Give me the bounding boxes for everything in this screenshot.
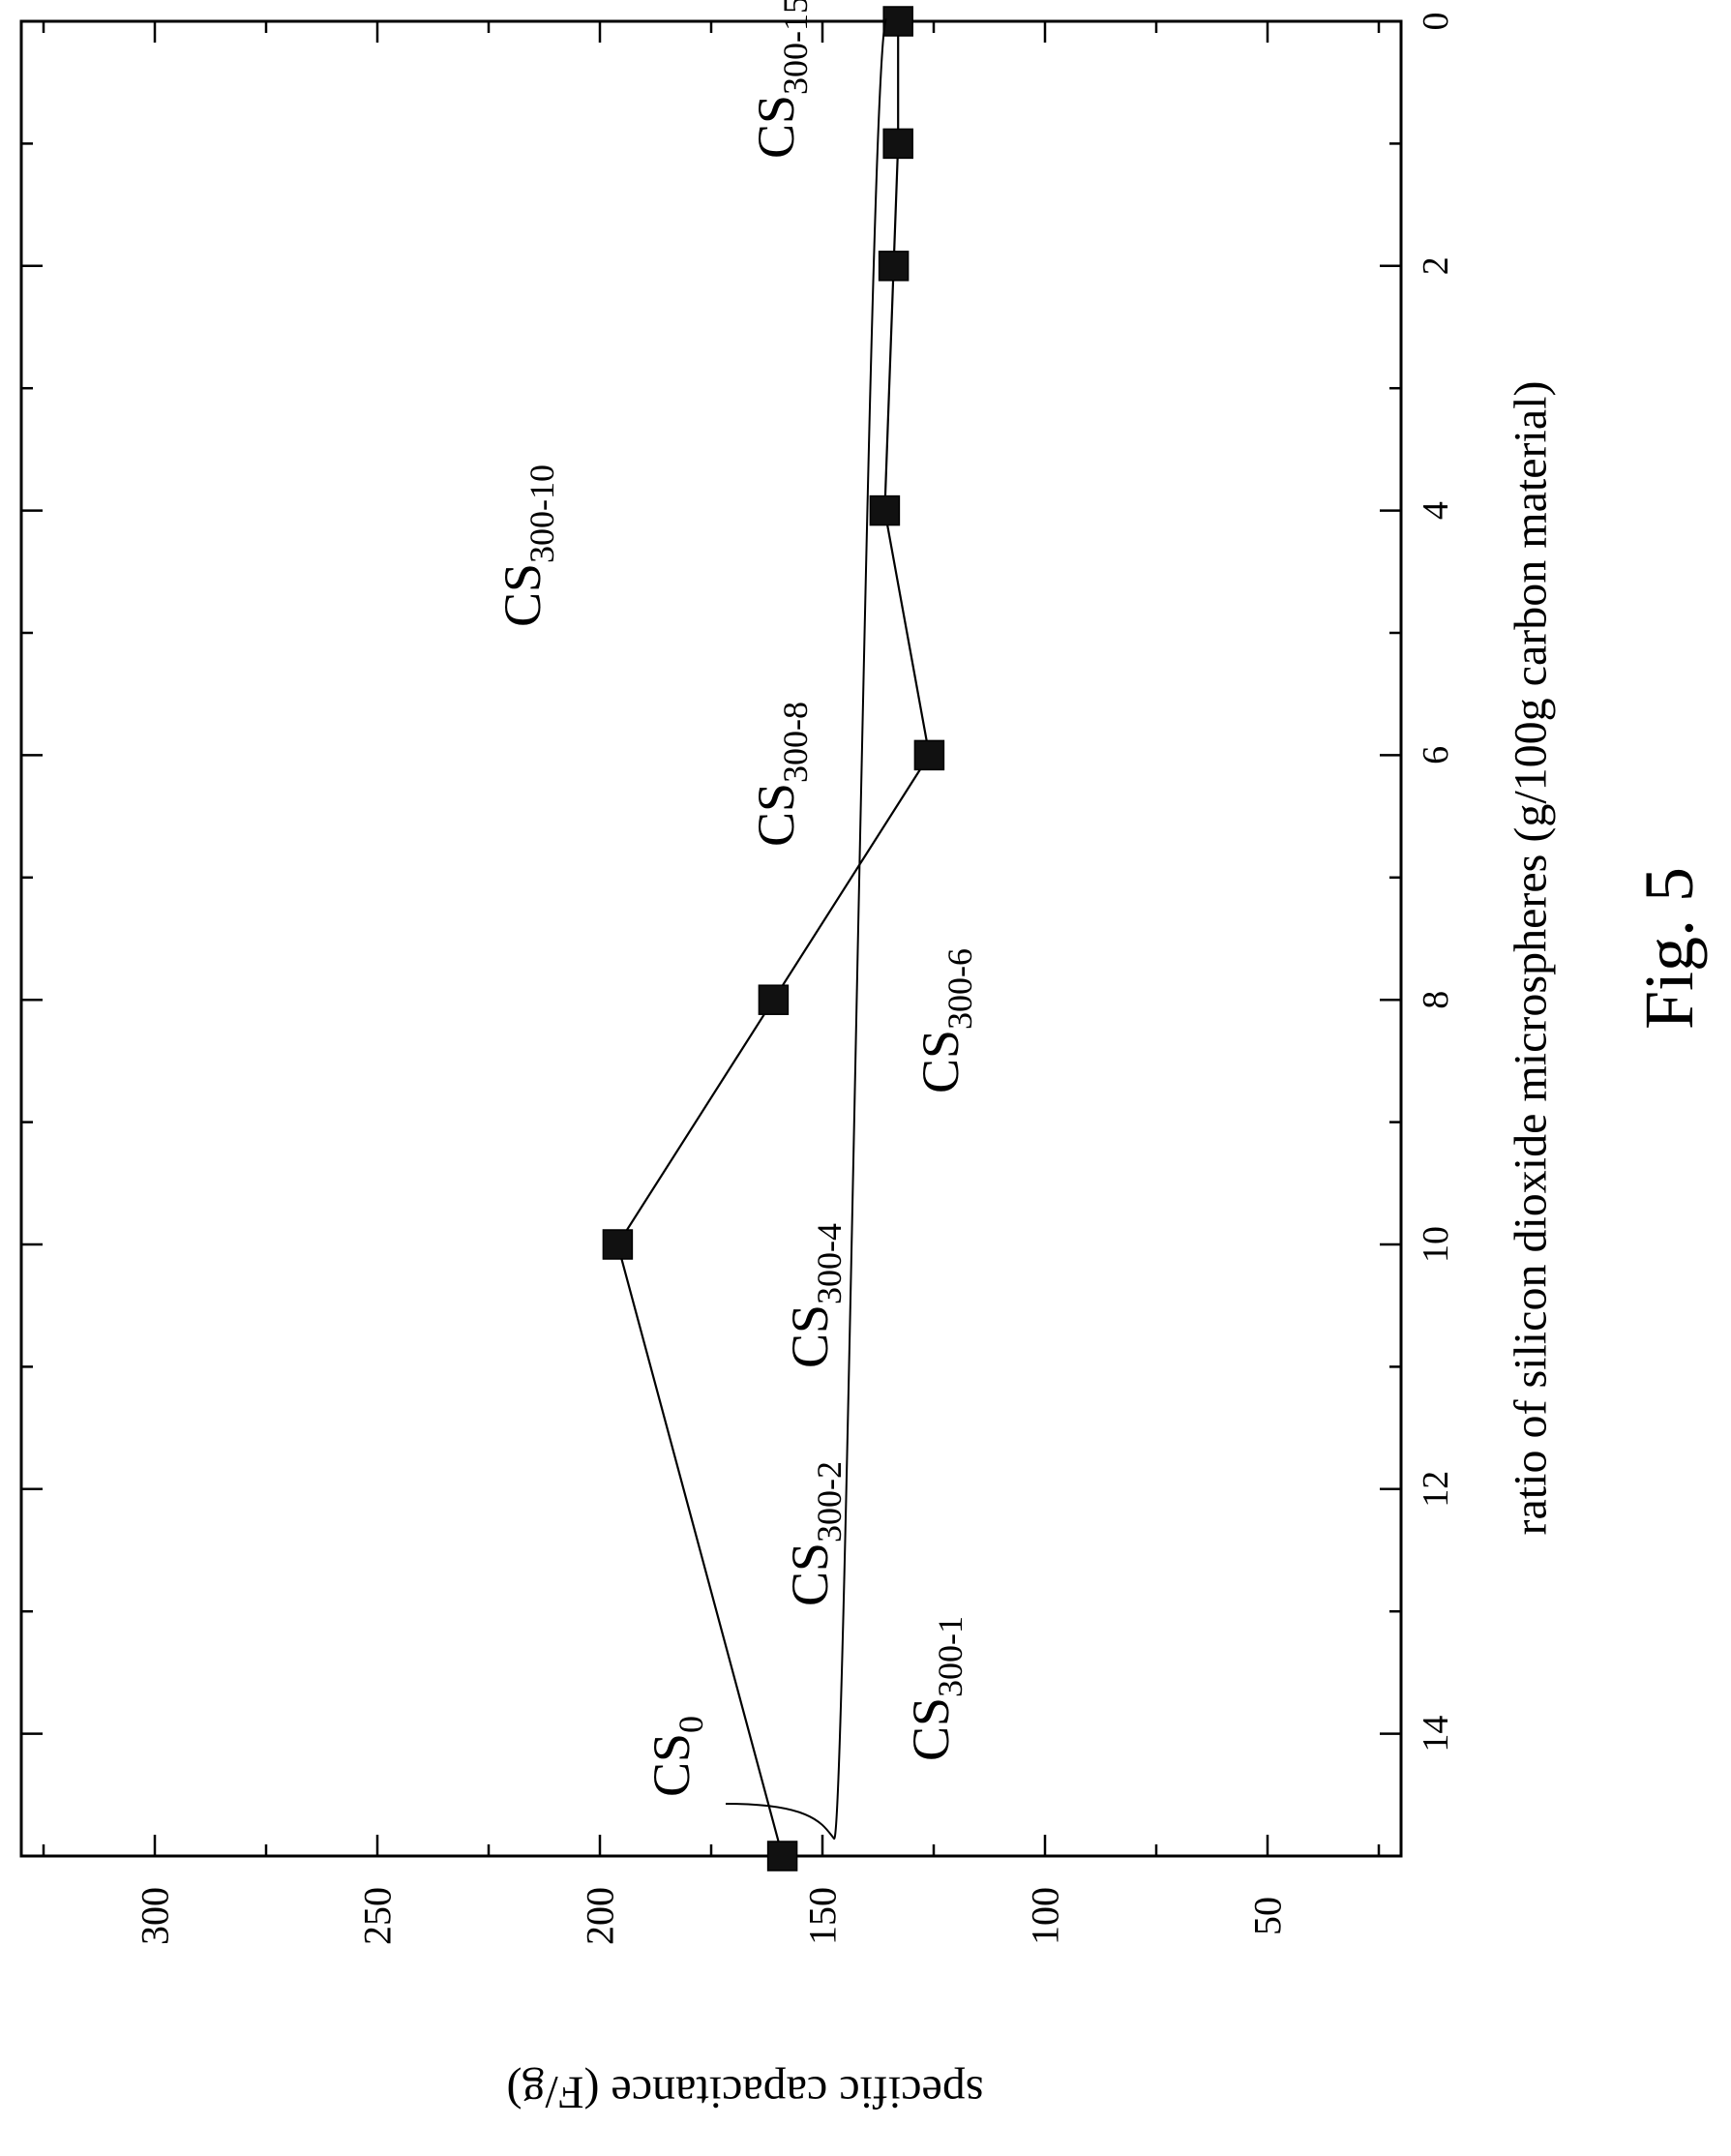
point-label-subscript: 0 xyxy=(672,1716,710,1733)
point-label: CS300-4 xyxy=(781,1223,849,1368)
data-point xyxy=(882,128,913,160)
point-label-subscript: 300-4 xyxy=(810,1223,849,1304)
cs0-leader-line xyxy=(725,17,888,1841)
plot-frame xyxy=(19,19,1403,1858)
x-tick-label: 4 xyxy=(1416,501,1456,520)
x-tick-label: 6 xyxy=(1416,746,1456,764)
point-label-base: CS xyxy=(747,95,805,159)
y-tick-label: 250 xyxy=(356,1887,400,1945)
y-tick-label: 100 xyxy=(1024,1887,1067,1945)
x-tick-label: 2 xyxy=(1416,256,1456,275)
point-label-base: CS xyxy=(642,1733,701,1797)
point-label-subscript: 300-6 xyxy=(940,948,979,1030)
point-label-base: CS xyxy=(781,1542,839,1606)
point-label: CS300-15 xyxy=(747,0,815,159)
y-tick-label: 300 xyxy=(134,1887,177,1945)
data-point xyxy=(758,984,790,1015)
x-axis-title: ratio of silicon dioxide microspheres (g… xyxy=(1506,381,1557,1536)
point-label: CS300-1 xyxy=(902,1616,970,1761)
point-label-base: CS xyxy=(747,783,805,847)
y-tick-label: 50 xyxy=(1246,1897,1290,1935)
point-label: CS0 xyxy=(642,1716,710,1797)
x-tick-label: 0 xyxy=(1416,13,1456,31)
data-point xyxy=(602,1229,634,1260)
x-tick-label: 8 xyxy=(1416,991,1456,1009)
point-label-subscript: 300-10 xyxy=(522,464,561,563)
point-label: CS300-10 xyxy=(493,464,561,627)
data-point xyxy=(869,494,901,526)
point-label-subscript: 300-8 xyxy=(776,702,815,783)
point-label-base: CS xyxy=(902,1697,960,1761)
series-line xyxy=(616,21,931,1857)
point-label-base: CS xyxy=(911,1030,970,1093)
point-label-subscript: 300-1 xyxy=(931,1616,970,1697)
x-tick-label: 14 xyxy=(1416,1716,1456,1752)
point-label-base: CS xyxy=(781,1304,839,1368)
y-axis-title: specific capacitance (F/g) xyxy=(506,2067,983,2118)
point-label: CS300-6 xyxy=(911,948,979,1093)
point-label-subscript: 300-15 xyxy=(776,0,815,95)
point-label: CS300-8 xyxy=(747,702,815,847)
y-tick-label: 200 xyxy=(579,1887,622,1945)
y-tick-label: 150 xyxy=(801,1887,845,1945)
point-label-subscript: 300-2 xyxy=(810,1461,849,1542)
x-tick-label: 10 xyxy=(1416,1226,1456,1263)
data-point xyxy=(878,251,910,282)
x-tick-label: 12 xyxy=(1416,1471,1456,1508)
data-point xyxy=(766,1841,798,1872)
data-point xyxy=(882,6,913,37)
figure-caption: Fig. 5 xyxy=(1630,867,1708,1030)
point-label-base: CS xyxy=(493,563,552,627)
data-point xyxy=(913,739,945,771)
point-label: CS300-2 xyxy=(781,1461,849,1606)
